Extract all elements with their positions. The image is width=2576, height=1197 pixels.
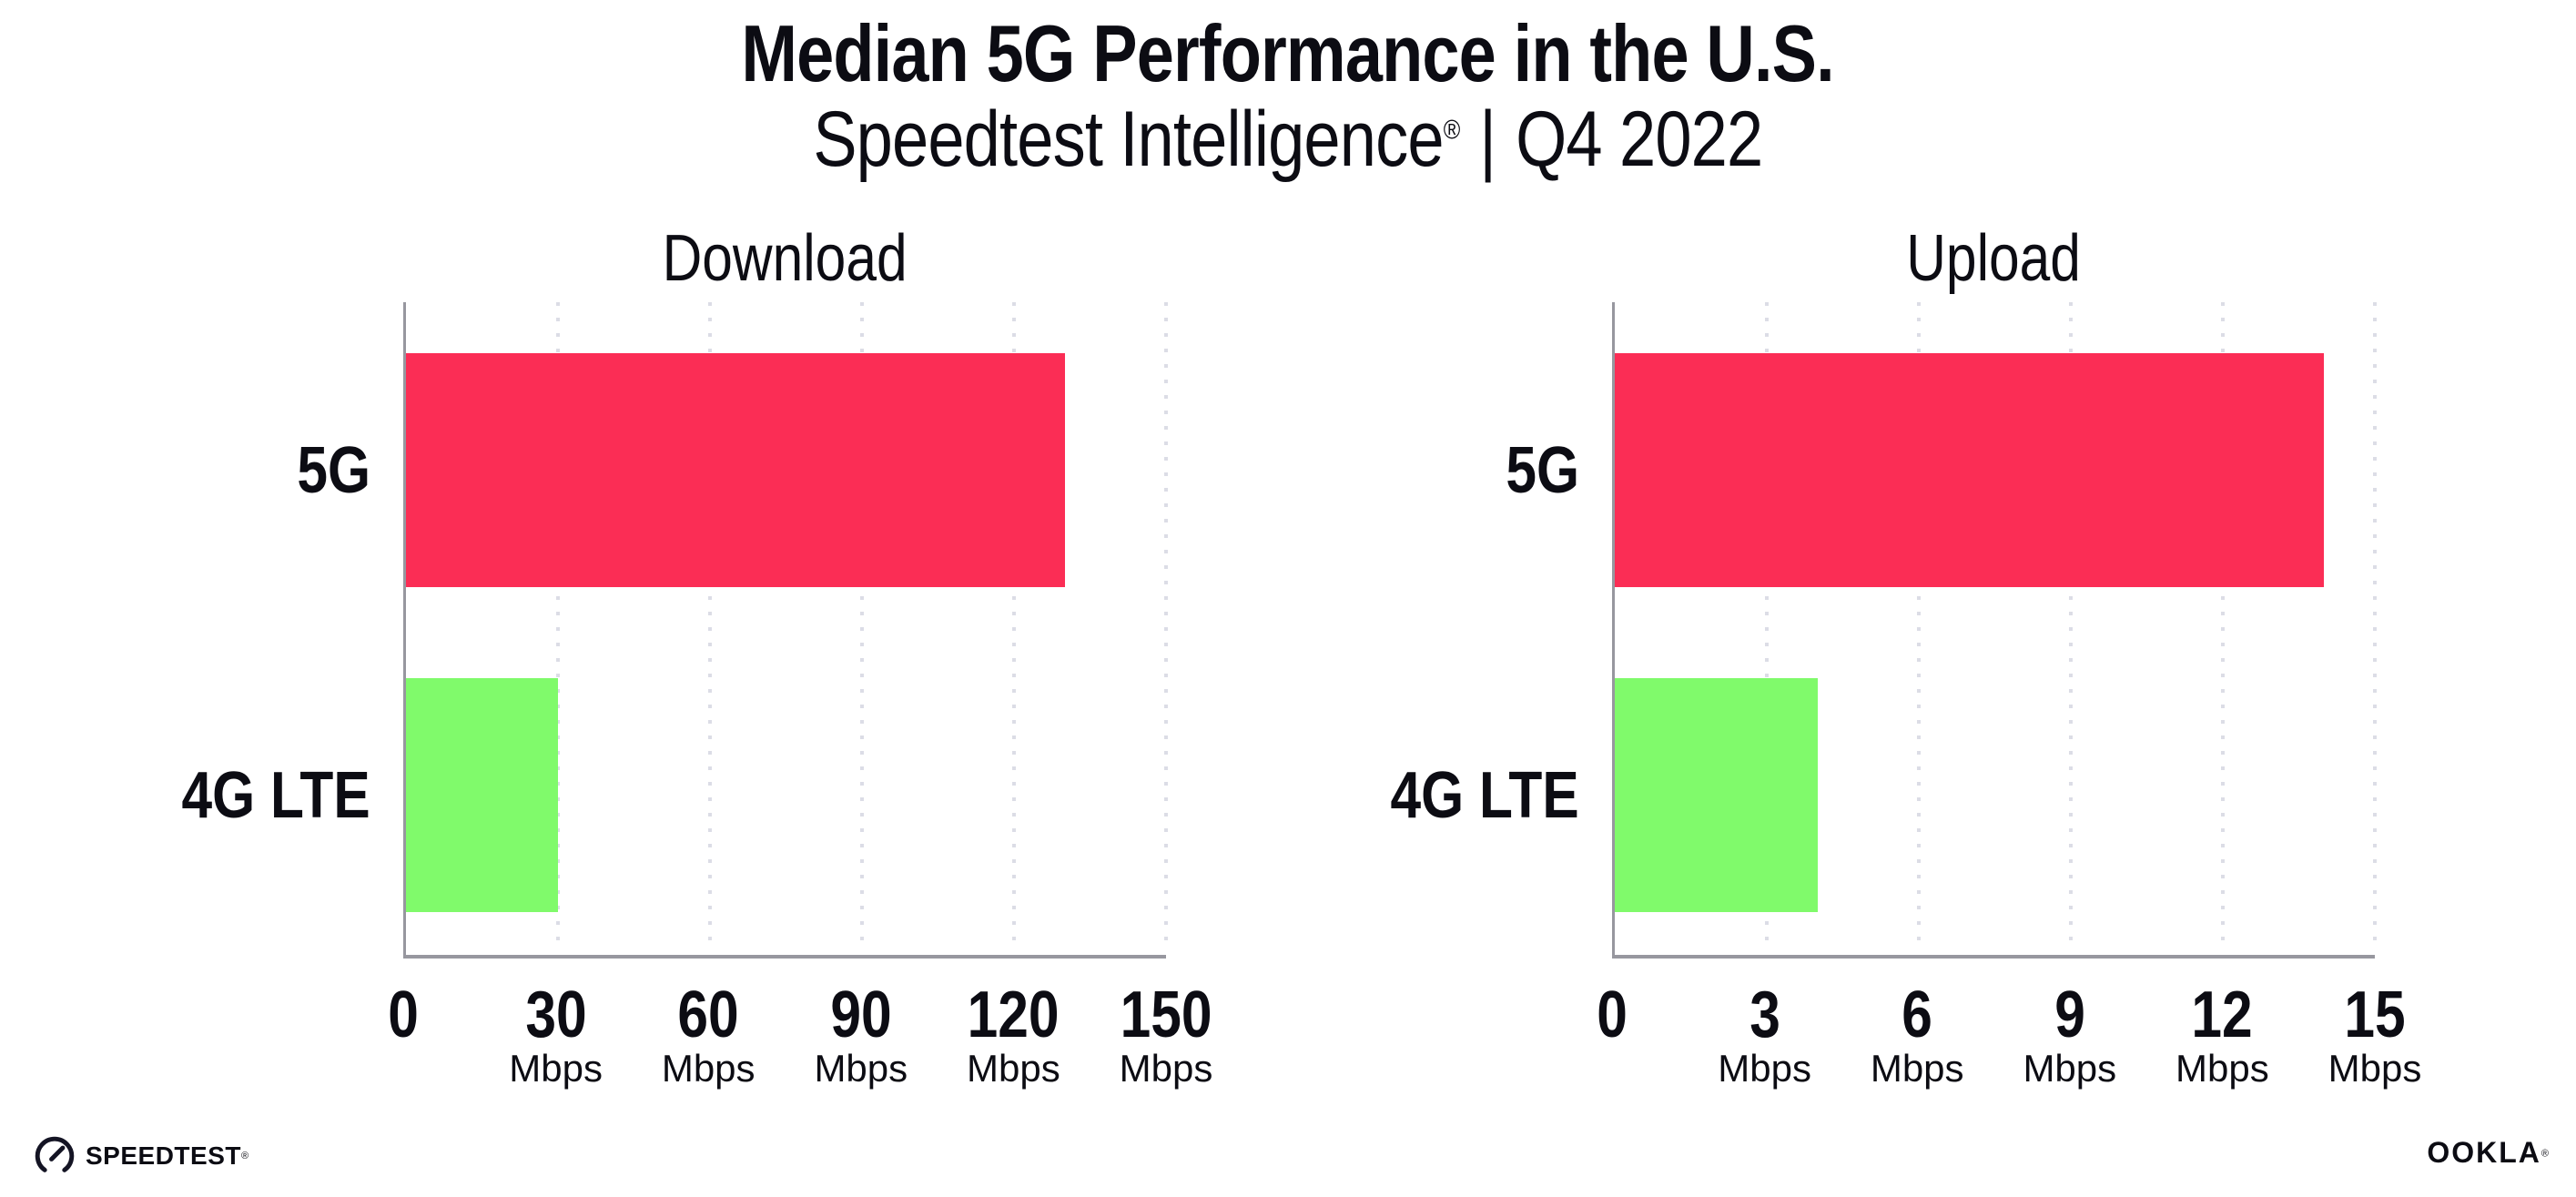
x-tick-value: 0 — [1597, 979, 1628, 1051]
gridline-120 — [1012, 302, 1016, 946]
x-tick-unit: Mbps — [967, 1047, 1060, 1090]
gridline-15 — [2373, 302, 2377, 946]
upload-plot-area — [1612, 302, 2377, 959]
x-tick-150-download: 150 — [1084, 982, 1248, 1048]
x-tick-value: 9 — [2054, 979, 2085, 1051]
download-plot-area — [403, 302, 1168, 959]
x-tick-120-download: 120 — [931, 982, 1095, 1048]
x-tick-unit: Mbps — [1870, 1047, 1964, 1090]
x-tick-value: 90 — [830, 979, 892, 1051]
gridline-3 — [1765, 302, 1769, 946]
x-tick-0-upload: 0 — [1530, 982, 1694, 1048]
x-tick-90-download: 90 — [779, 982, 943, 1048]
page-subtitle-text: Speedtest Intelligence® | Q4 2022 — [813, 95, 1763, 185]
speedtest-logo-label: SPEEDTEST — [86, 1141, 241, 1170]
category-label-5g: 5G — [1161, 438, 1579, 503]
gridline-6 — [1917, 302, 1921, 946]
gridline-90 — [860, 302, 864, 946]
gridline-150 — [1164, 302, 1168, 946]
x-tick-6-upload: 6 — [1835, 982, 1999, 1048]
x-tick-unit: Mbps — [2023, 1047, 2117, 1090]
x-tick-value: 6 — [1902, 979, 1932, 1051]
category-label-text: 5G — [297, 433, 370, 507]
ookla-trademark: ® — [2541, 1148, 2549, 1160]
gridline-12 — [2221, 302, 2225, 946]
x-tick-value: 12 — [2191, 979, 2254, 1051]
x-tick-value: 60 — [677, 979, 739, 1051]
x-tick-15-upload: 15 — [2293, 982, 2457, 1048]
category-label-4g-lte: 4G LTE — [1161, 763, 1579, 828]
x-tick-value: 150 — [1120, 979, 1212, 1051]
x-tick-30-download: 30 — [474, 982, 638, 1048]
x-tick-unit: Mbps — [2328, 1047, 2422, 1090]
x-tick-value: 15 — [2344, 979, 2406, 1051]
subtitle-period: Q4 2022 — [1516, 96, 1763, 183]
subtitle-brand: Speedtest Intelligence — [813, 96, 1444, 183]
x-tick-value: 0 — [388, 979, 419, 1051]
x-tick-unit: Mbps — [661, 1047, 756, 1090]
x-tick-unit: Mbps — [509, 1047, 603, 1090]
x-tick-unit: Mbps — [2175, 1047, 2269, 1090]
speedtest-logo: SPEEDTEST ® — [31, 1132, 248, 1180]
bar-5g-upload — [1615, 353, 2325, 587]
page-title-text: Median 5G Performance in the U.S. — [741, 8, 1835, 98]
gridline-30 — [556, 302, 560, 946]
page-title: Median 5G Performance in the U.S. — [0, 7, 2576, 100]
x-tick-0-download: 0 — [321, 982, 485, 1048]
x-tick-value: 3 — [1749, 979, 1780, 1051]
subtitle-separator: | — [1479, 96, 1496, 183]
chart-title-upload: Upload — [1612, 221, 2375, 296]
x-tick-unit: Mbps — [814, 1047, 908, 1090]
chart-title-text: Upload — [1906, 222, 2081, 295]
x-tick-value: 30 — [524, 979, 587, 1051]
x-tick-60-download: 60 — [626, 982, 790, 1048]
x-tick-unit: Mbps — [1119, 1047, 1213, 1090]
x-tick-3-upload: 3 — [1683, 982, 1847, 1048]
speedtest-trademark: ® — [240, 1151, 249, 1161]
category-label-text: 4G LTE — [181, 758, 370, 832]
registered-mark: ® — [1443, 115, 1461, 146]
gridline-9 — [2069, 302, 2073, 946]
x-tick-9-upload: 9 — [1988, 982, 2152, 1048]
category-label-4g-lte: 4G LTE — [0, 763, 370, 828]
speedtest-gauge-icon — [35, 1136, 75, 1172]
gridline-60 — [708, 302, 712, 946]
page-subtitle: Speedtest Intelligence® | Q4 2022 — [0, 95, 2576, 185]
category-label-5g: 5G — [0, 438, 370, 503]
ookla-logo-label: OOKLA — [2427, 1136, 2541, 1169]
x-tick-unit: Mbps — [1718, 1047, 1811, 1090]
category-label-text: 5G — [1506, 433, 1579, 507]
x-tick-12-upload: 12 — [2140, 982, 2304, 1048]
bar-5g-download — [406, 353, 1065, 587]
chart-title-download: Download — [403, 221, 1166, 296]
bar-4g-lte-upload — [1615, 678, 1818, 912]
chart-title-text: Download — [662, 222, 908, 295]
bar-4g-lte-download — [406, 678, 558, 912]
category-label-text: 4G LTE — [1390, 758, 1579, 832]
x-tick-value: 120 — [967, 979, 1060, 1051]
ookla-logo: OOKLA® — [2427, 1136, 2549, 1170]
